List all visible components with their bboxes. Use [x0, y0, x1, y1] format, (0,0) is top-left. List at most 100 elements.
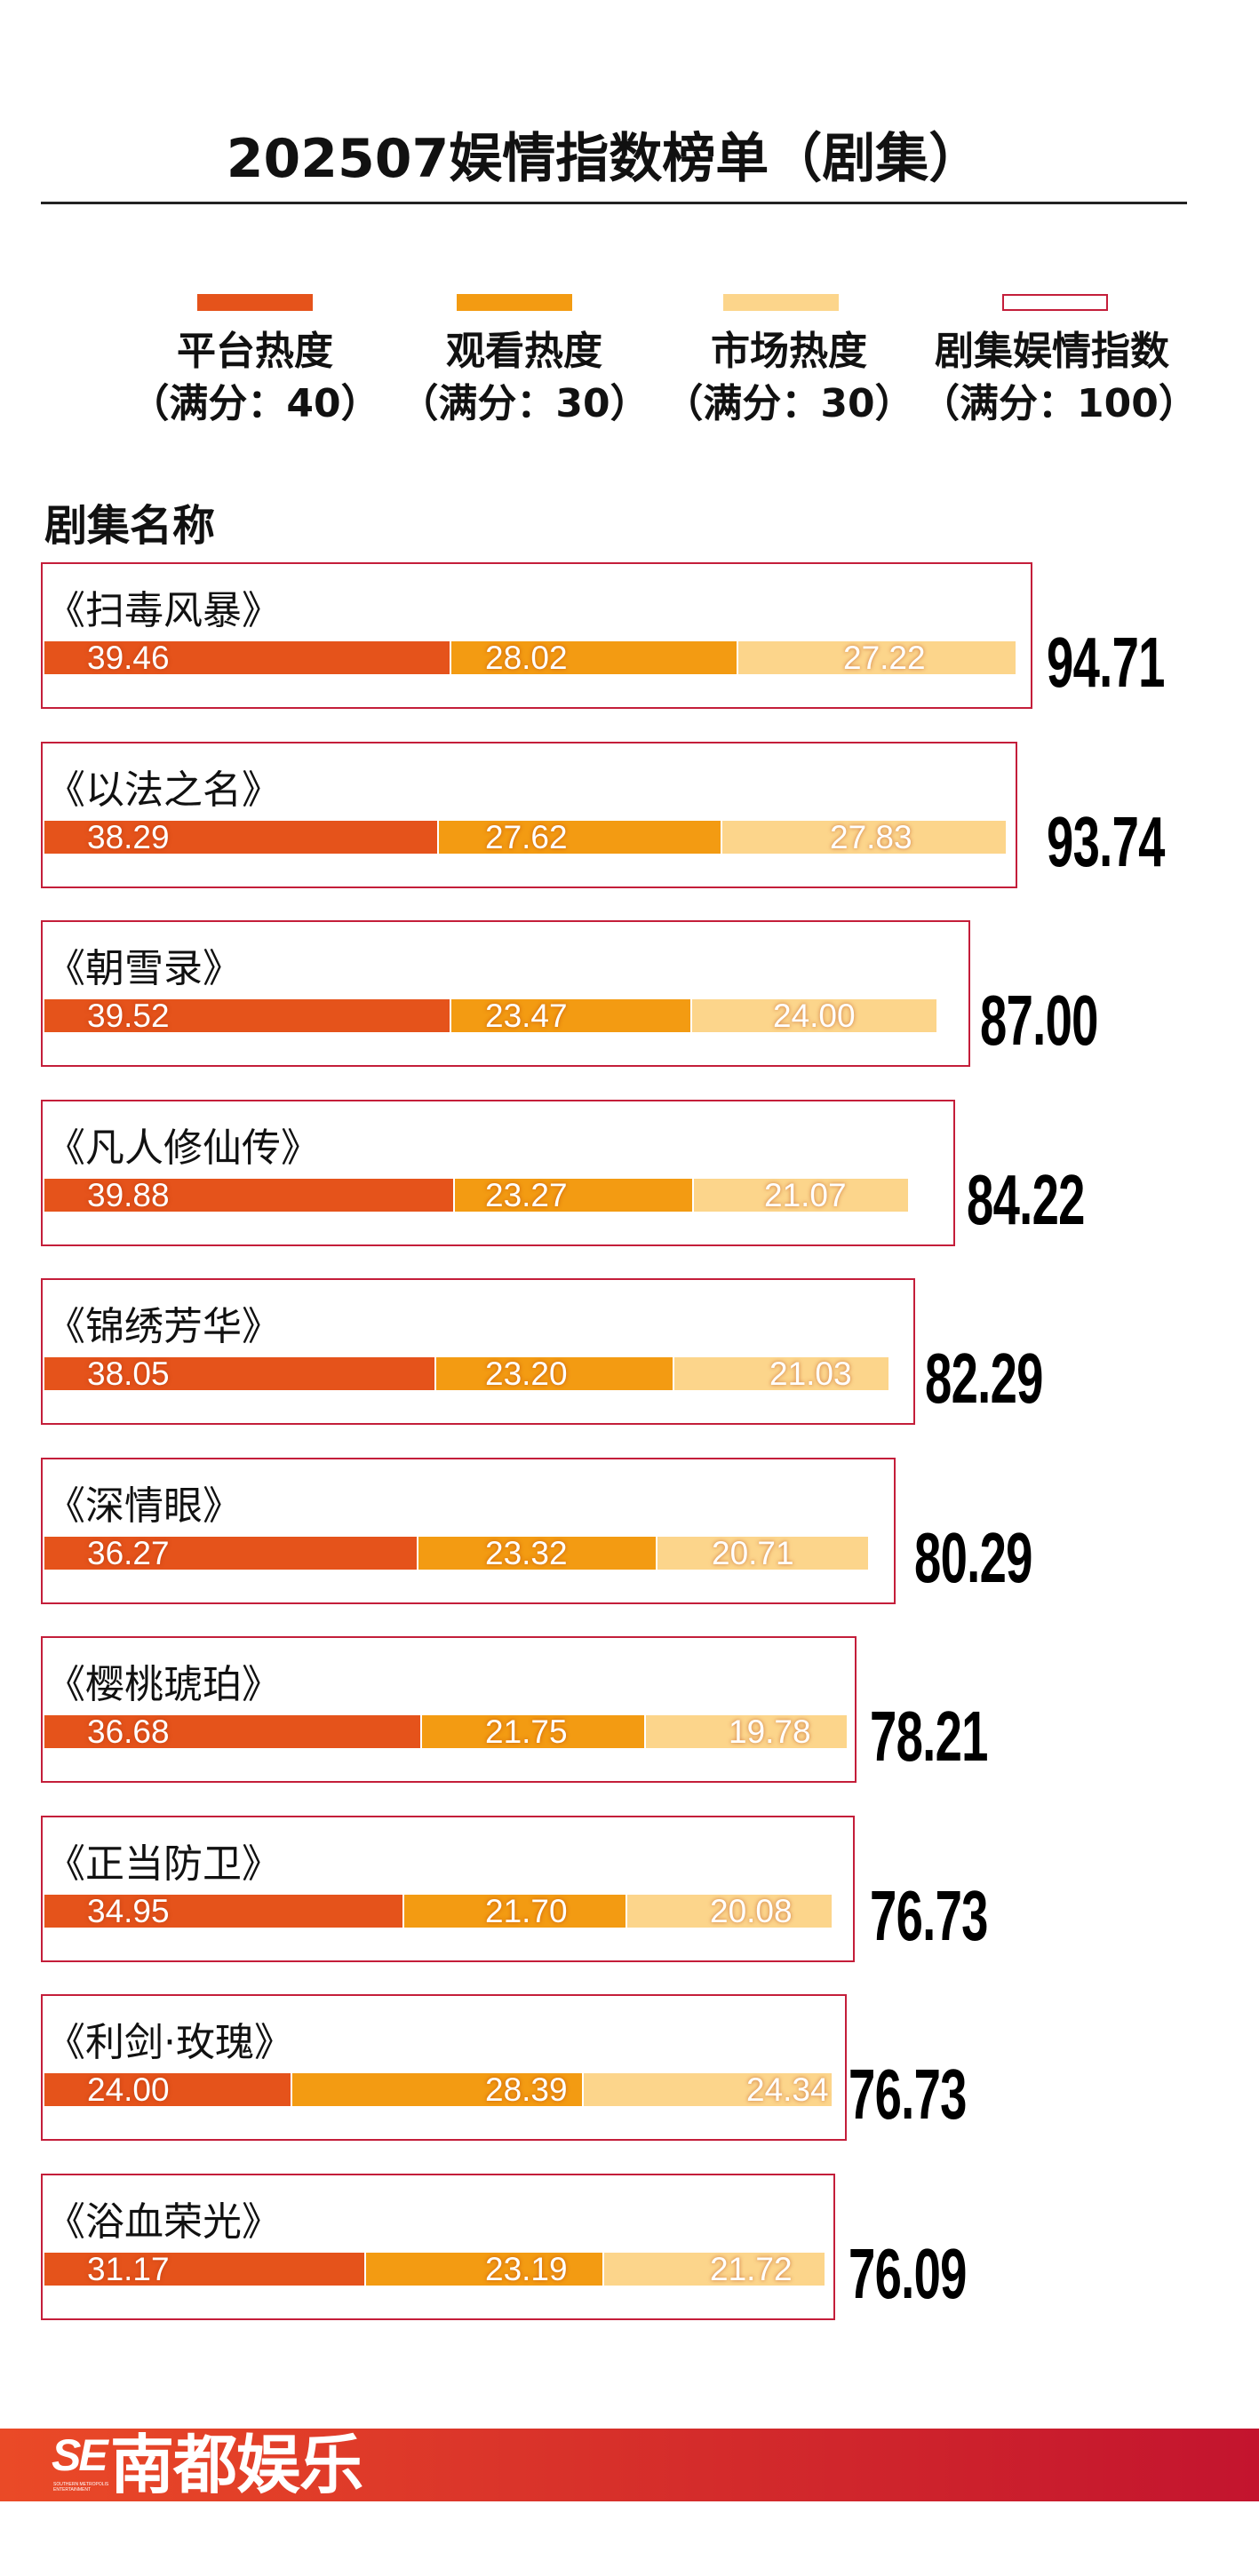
chart-row: 《利剑·玫瑰》 24.00 28.39 24.34 76.73	[0, 1994, 1259, 2141]
bar-segment-viewing	[363, 2252, 602, 2286]
row-title: 《凡人修仙传》	[46, 1125, 320, 1171]
bar-value-label-platform: 38.29	[87, 818, 170, 855]
bar-segment-viewing	[434, 1357, 673, 1390]
stacked-bar	[44, 1715, 847, 1748]
bar-segment-market	[625, 1894, 832, 1928]
row-title: 《深情眼》	[46, 1483, 242, 1529]
category-axis-label: 剧集名称	[44, 501, 216, 551]
row-frame	[41, 562, 1032, 709]
bar-value-label-platform: 38.05	[87, 1356, 170, 1392]
bar-segment-viewing	[420, 1715, 644, 1748]
chart-row: 《以法之名》 38.29 27.62 27.83 93.74	[0, 741, 1259, 888]
chart-row: 《扫毒风暴》 39.46 28.02 27.22 94.71	[0, 562, 1259, 709]
title-divider	[41, 202, 1187, 204]
total-score: 84.22	[967, 1159, 1085, 1239]
legend-label-viewing: 观看热度	[446, 329, 602, 374]
stacked-bar	[44, 2073, 832, 2106]
bar-value-label-market: 20.08	[710, 1892, 793, 1929]
bar-segment-viewing	[291, 2073, 582, 2106]
total-score: 94.71	[1047, 623, 1165, 702]
bar-segment-viewing	[450, 999, 691, 1032]
bar-value-label-viewing: 28.02	[485, 640, 568, 676]
row-frame	[41, 1457, 896, 1604]
bar-segment-market	[736, 641, 1016, 674]
bar-segment-platform	[44, 1536, 417, 1570]
legend-label-market: 市场热度	[711, 329, 867, 374]
legend-note-platform: （满分：40）	[130, 381, 380, 426]
bar-value-label-viewing: 23.47	[485, 998, 568, 1034]
bar-value-label-platform: 24.00	[87, 2071, 170, 2108]
row-frame	[41, 920, 970, 1067]
row-title: 《以法之名》	[46, 767, 281, 813]
bar-value-label-platform: 34.95	[87, 1892, 170, 1929]
total-score: 82.29	[925, 1339, 1043, 1418]
legend-label-platform: 平台热度	[177, 329, 333, 374]
bar-segment-platform	[44, 820, 438, 854]
row-title: 《锦绣芳华》	[46, 1304, 281, 1349]
total-score: 76.73	[849, 2055, 967, 2134]
chart-row: 《樱桃琥珀》 36.68 21.75 19.78 78.21	[0, 1636, 1259, 1783]
bar-value-label-platform: 31.17	[87, 2250, 170, 2287]
bar-segment-platform	[44, 999, 450, 1032]
row-frame	[41, 1994, 847, 2141]
total-score: 87.00	[980, 981, 1098, 1060]
bar-segment-platform	[44, 641, 450, 674]
bar-value-label-market: 27.83	[830, 818, 912, 855]
bar-value-label-viewing: 27.62	[485, 818, 568, 855]
bar-segment-platform	[44, 1357, 435, 1390]
row-title: 《正当防卫》	[46, 1841, 281, 1887]
bar-value-label-platform: 39.46	[87, 640, 170, 676]
chart-row: 《正当防卫》 34.95 21.70 20.08 76.73	[0, 1815, 1259, 1962]
row-frame	[41, 1099, 955, 1246]
row-frame	[41, 741, 1017, 888]
chart-plot: 《扫毒风暴》 39.46 28.02 27.22 94.71 《以法之名》 38.29 27.…	[0, 562, 1259, 2320]
bar-segment-market	[655, 1536, 868, 1570]
legend-note-viewing: （满分：30）	[399, 381, 649, 426]
legend-swatch-total-index	[1002, 294, 1108, 311]
bar-value-label-market: 21.72	[710, 2250, 793, 2287]
row-title: 《浴血荣光》	[46, 2198, 281, 2245]
bar-value-label-platform: 39.52	[87, 998, 170, 1034]
brand-logo-subtext: SOUTHERN METROPOLIS ENTERTAINMENT	[53, 2482, 109, 2493]
stacked-bar	[44, 641, 1016, 674]
total-score: 78.21	[870, 1697, 988, 1776]
total-score: 76.09	[849, 2233, 967, 2313]
bar-segment-platform	[44, 2073, 291, 2106]
bar-value-label-viewing: 21.70	[485, 1892, 568, 1929]
stacked-bar	[44, 1894, 832, 1928]
chart-row: 《凡人修仙传》 39.88 23.27 21.07 84.22	[0, 1099, 1259, 1246]
bar-segment-platform	[44, 2252, 364, 2286]
bar-segment-market	[602, 2252, 825, 2286]
chart-row: 《深情眼》 36.27 23.32 20.71 80.29	[0, 1457, 1259, 1604]
bar-segment-market	[581, 2073, 832, 2106]
chart-row: 《锦绣芳华》 38.05 23.20 21.03 82.29	[0, 1278, 1259, 1425]
bar-segment-market	[673, 1357, 888, 1390]
stacked-bar	[44, 1178, 909, 1212]
bar-segment-viewing	[402, 1894, 626, 1928]
footer-band	[0, 2429, 1259, 2501]
bar-segment-viewing	[416, 1536, 656, 1570]
stacked-bar	[44, 820, 1007, 854]
row-frame	[41, 2173, 835, 2320]
bar-value-label-market: 27.22	[843, 640, 926, 676]
row-title: 《樱桃琥珀》	[46, 1662, 281, 1707]
bar-value-label-viewing: 23.27	[485, 1176, 568, 1213]
bar-value-label-platform: 36.68	[87, 1713, 170, 1750]
row-frame	[41, 1815, 855, 1962]
bar-segment-platform	[44, 1715, 421, 1748]
stacked-bar	[44, 1357, 888, 1390]
chart-row: 《浴血荣光》 31.17 23.19 21.72 76.09	[0, 2173, 1259, 2320]
stacked-bar	[44, 999, 937, 1032]
bar-value-label-viewing: 23.20	[485, 1356, 568, 1392]
bar-value-label-platform: 36.27	[87, 1534, 170, 1571]
legend: 平台热度 观看热度 市场热度 剧集娱情指数 （满分：40） （满分：30） （满…	[0, 284, 1259, 435]
bar-value-label-market: 19.78	[729, 1713, 811, 1750]
bar-value-label-market: 21.03	[769, 1356, 852, 1392]
bar-segment-market	[720, 820, 1007, 854]
brand-logo-mark: SE	[52, 2430, 108, 2480]
total-score: 76.73	[870, 1875, 988, 1955]
bar-value-label-viewing: 21.75	[485, 1713, 568, 1750]
bar-value-label-market: 20.71	[712, 1534, 794, 1571]
chart-row: 《朝雪录》 39.52 23.47 24.00 87.00	[0, 920, 1259, 1067]
